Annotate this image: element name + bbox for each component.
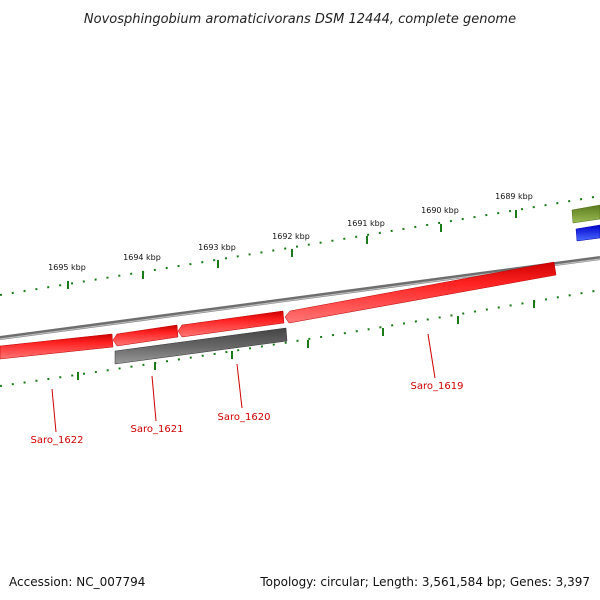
reverse-genes <box>114 327 288 365</box>
kbp-label-1695: 1695 kbp <box>48 263 86 272</box>
gene-labels: Saro_1619 Saro_1620 Saro_1621 Saro_1622 <box>31 381 464 446</box>
inner-major-ticks <box>77 300 535 380</box>
forward-genes <box>0 261 557 360</box>
neighbor-feature-green[interactable] <box>571 204 600 224</box>
kbp-label-1692: 1692 kbp <box>272 232 310 241</box>
kbp-label-1691: 1691 kbp <box>347 219 385 228</box>
gene-arrow-saro-1620[interactable] <box>177 310 285 338</box>
outer-ruler <box>0 195 600 296</box>
gene-label-saro-1620[interactable]: Saro_1620 <box>218 412 271 423</box>
gene-label-saro-1621[interactable]: Saro_1621 <box>131 424 184 435</box>
kbp-label-1694: 1694 kbp <box>123 253 161 262</box>
accession-label: Accession: NC_007794 <box>9 575 145 589</box>
gene-arrow-saro-1619[interactable] <box>284 261 557 324</box>
kbp-labels: 1689 kbp 1690 kbp 1691 kbp 1692 kbp 1693… <box>48 192 533 272</box>
kbp-label-1690: 1690 kbp <box>421 206 459 215</box>
map-title: Novosphingobium aromaticivorans DSM 1244… <box>84 12 516 27</box>
gene-arrow-saro-1621[interactable] <box>114 327 288 365</box>
inner-ruler <box>0 289 600 387</box>
neighbor-feature-blue[interactable] <box>575 224 600 242</box>
gene-label-saro-1622[interactable]: Saro_1622 <box>31 435 84 446</box>
label-leaders <box>51 333 436 433</box>
gene-arrow-saro-1622[interactable] <box>0 333 114 360</box>
major-ticks <box>67 210 517 289</box>
genome-summary: Topology: circular; Length: 3,561,584 bp… <box>259 575 590 589</box>
neighbor-features <box>571 204 600 242</box>
kbp-label-1689: 1689 kbp <box>495 192 533 201</box>
gene-label-saro-1619[interactable]: Saro_1619 <box>411 381 464 392</box>
gene-arrow-saro-1622-a[interactable] <box>112 324 179 347</box>
kbp-label-1693: 1693 kbp <box>198 243 236 252</box>
